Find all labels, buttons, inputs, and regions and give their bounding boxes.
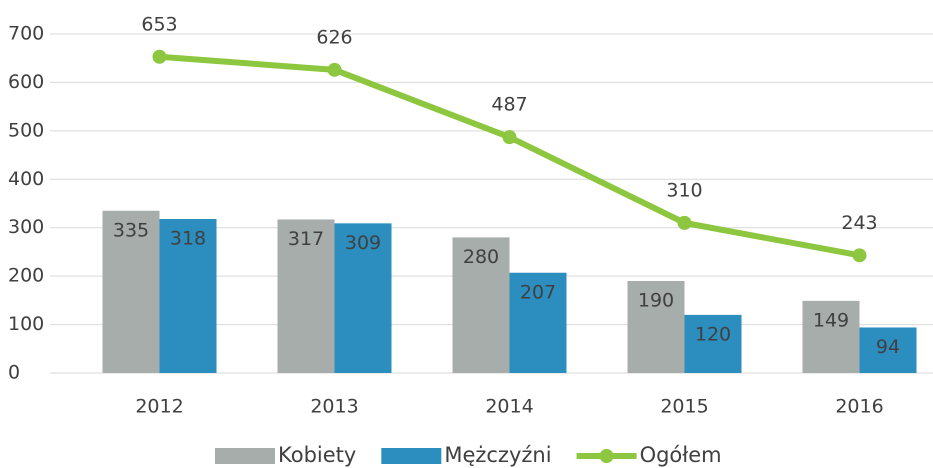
- x-tick-label: 2016: [835, 396, 883, 418]
- bar: [627, 280, 685, 373]
- y-tick-label: 400: [8, 168, 44, 190]
- data-label: 120: [695, 323, 731, 345]
- y-tick-label: 700: [8, 23, 44, 45]
- bar: [159, 218, 217, 373]
- data-label: 280: [463, 246, 499, 268]
- x-tick-label: 2015: [660, 396, 708, 418]
- line-marker: [502, 130, 517, 145]
- legend-swatch: [215, 448, 275, 464]
- line: [159, 53, 861, 259]
- bar: [509, 272, 567, 373]
- bar: [684, 314, 742, 373]
- data-label: 190: [638, 289, 674, 311]
- data-label: 653: [141, 13, 177, 35]
- bar: [102, 210, 160, 373]
- bar: [802, 300, 860, 373]
- legend-swatch: [381, 448, 442, 464]
- y-tick-label: 600: [8, 71, 44, 93]
- y-tick-label: 200: [8, 265, 44, 287]
- x-tick-label: 2013: [310, 396, 358, 418]
- y-tick-label: 300: [8, 216, 44, 238]
- legend-swatch: [599, 449, 614, 463]
- x-tick-label: 2014: [485, 396, 533, 418]
- data-label: 626: [316, 26, 352, 48]
- data-label: 310: [666, 179, 702, 201]
- data-label: 149: [813, 309, 849, 331]
- legend-label: Mężczyźni: [444, 443, 551, 467]
- y-tick-label: 0: [8, 362, 20, 384]
- data-label: 317: [288, 228, 324, 250]
- y-tick-label: 100: [8, 313, 44, 335]
- bar: [277, 219, 335, 373]
- line-marker: [677, 215, 692, 230]
- data-label: 487: [491, 94, 527, 116]
- data-label: 309: [345, 232, 381, 254]
- data-label: 243: [841, 212, 877, 234]
- line-marker: [327, 62, 342, 77]
- bar: [859, 327, 917, 373]
- y-tick-label: 500: [8, 119, 44, 141]
- bar: [452, 237, 510, 373]
- data-label: 94: [876, 336, 900, 358]
- line-marker: [152, 49, 167, 64]
- data-label: 318: [170, 227, 206, 249]
- x-tick-label: 2012: [135, 396, 183, 418]
- legend-label: Ogółem: [640, 443, 722, 467]
- data-label: 335: [113, 219, 149, 241]
- legend-label: Kobiety: [278, 443, 356, 467]
- data-label: 207: [520, 281, 556, 303]
- line-marker: [852, 248, 867, 263]
- bar: [334, 223, 392, 373]
